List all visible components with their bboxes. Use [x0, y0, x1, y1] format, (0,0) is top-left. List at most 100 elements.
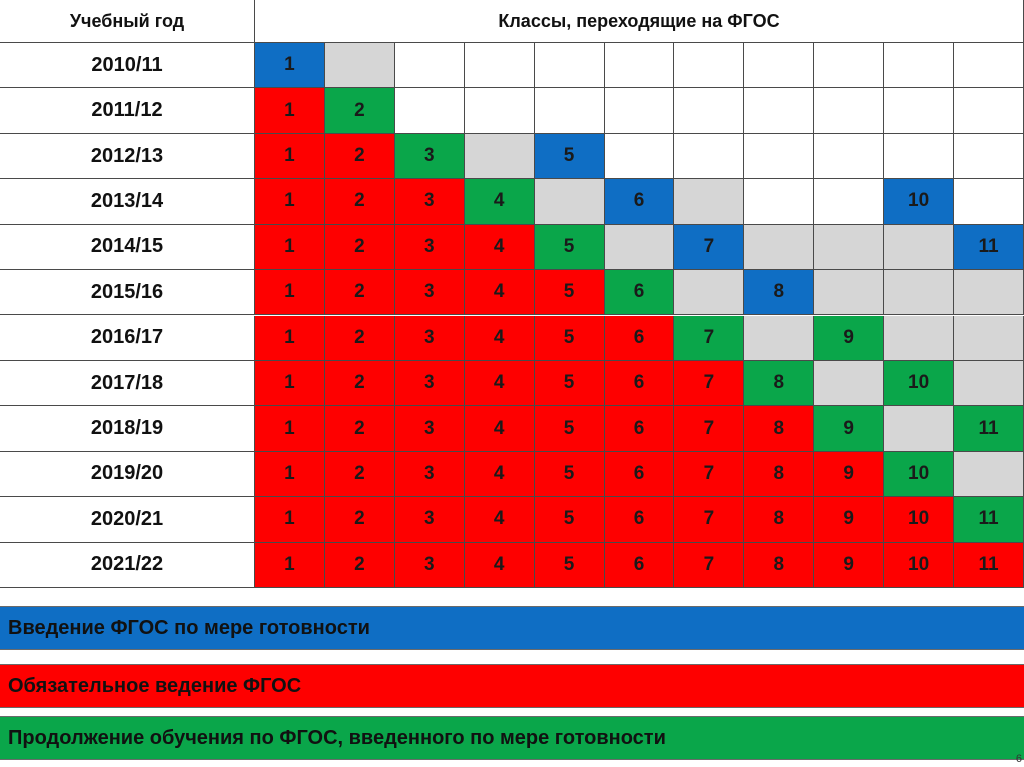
grade-cell: 5	[534, 360, 605, 407]
grade-cell	[814, 43, 885, 89]
grade-cell: 4	[464, 497, 535, 543]
grade-cell	[954, 451, 1024, 498]
grade-cell: 4	[464, 224, 535, 271]
grade-cell	[744, 179, 815, 225]
grade-cell: 3	[394, 224, 465, 271]
grade-cell	[884, 88, 955, 134]
grade-cell: 1	[255, 133, 325, 180]
grade-cell: 6	[604, 315, 675, 361]
grade-cell: 2	[324, 133, 395, 180]
grade-cell: 9	[814, 451, 885, 498]
grade-cell: 2	[324, 270, 395, 316]
legend-green-label: Продолжение обучения по ФГОС, введенного…	[8, 726, 666, 749]
legend-green-bar: Продолжение обучения по ФГОС, введенного…	[0, 716, 1024, 760]
grade-cell: 7	[674, 542, 745, 588]
grade-cell: 3	[394, 406, 465, 452]
grade-cell: 9	[814, 542, 885, 588]
grade-cell	[464, 43, 535, 89]
year-cell: 2012/13	[0, 133, 255, 180]
header-classes-label: Классы, переходящие на ФГОС	[255, 0, 1024, 43]
grade-cell: 1	[255, 451, 325, 498]
grade-cell	[954, 315, 1024, 361]
grade-cell: 2	[324, 451, 395, 498]
grade-cell: 1	[255, 179, 325, 225]
grade-cell: 5	[534, 497, 605, 543]
grade-cell: 3	[394, 270, 465, 316]
grade-cell: 6	[604, 360, 675, 407]
grade-cell: 6	[604, 270, 675, 316]
grade-cell: 2	[324, 179, 395, 225]
grade-cell	[604, 224, 675, 271]
grade-cell: 4	[464, 270, 535, 316]
grade-cell	[674, 43, 745, 89]
grade-cell: 3	[394, 315, 465, 361]
grade-cell: 6	[604, 179, 675, 225]
grade-cell: 3	[394, 133, 465, 180]
grade-cell: 8	[744, 360, 815, 407]
grade-cell	[954, 88, 1024, 134]
legend-blue-bar: Введение ФГОС по мере готовности	[0, 606, 1024, 650]
grade-cell: 5	[534, 270, 605, 316]
year-cell: 2019/20	[0, 451, 255, 498]
grade-cell: 8	[744, 542, 815, 588]
legend-red-label: Обязательное ведение ФГОС	[8, 674, 302, 697]
grade-cell	[464, 88, 535, 134]
grade-cell: 5	[534, 315, 605, 361]
grade-cell	[954, 270, 1024, 316]
grade-cell: 10	[884, 451, 955, 498]
grade-cell	[884, 43, 955, 89]
year-cell: 2010/11	[0, 43, 255, 89]
grade-cell	[814, 133, 885, 180]
grade-cell: 3	[394, 497, 465, 543]
grade-cell	[394, 88, 465, 134]
grade-cell: 3	[394, 179, 465, 225]
grade-cell: 11	[954, 542, 1024, 588]
year-cell: 2013/14	[0, 179, 255, 225]
legend-blue-label: Введение ФГОС по мере готовности	[8, 616, 370, 639]
grade-cell	[604, 43, 675, 89]
grade-cell: 2	[324, 360, 395, 407]
grade-cell	[674, 88, 745, 134]
grade-cell: 1	[255, 224, 325, 271]
grade-cell	[674, 133, 745, 180]
grade-cell: 5	[534, 133, 605, 180]
grade-cell: 5	[534, 542, 605, 588]
grade-cell	[814, 224, 885, 271]
grade-cell: 6	[604, 451, 675, 498]
grade-cell: 4	[464, 360, 535, 407]
header-year-label: Учебный год	[0, 0, 255, 43]
grade-cell: 6	[604, 406, 675, 452]
grade-cell: 8	[744, 406, 815, 452]
grade-cell: 1	[255, 360, 325, 407]
grade-cell: 1	[255, 315, 325, 361]
grade-cell	[954, 360, 1024, 407]
grade-cell	[814, 88, 885, 134]
grade-cell: 2	[324, 542, 395, 588]
grade-cell: 5	[534, 406, 605, 452]
grade-cell: 7	[674, 451, 745, 498]
grade-cell	[744, 315, 815, 361]
grade-cell: 3	[394, 451, 465, 498]
grade-cell	[814, 179, 885, 225]
grade-cell: 1	[255, 497, 325, 543]
grade-cell	[954, 133, 1024, 180]
grade-cell: 4	[464, 406, 535, 452]
grade-cell	[884, 270, 955, 316]
year-cell: 2018/19	[0, 406, 255, 452]
year-cell: 2014/15	[0, 224, 255, 271]
grade-cell	[814, 360, 885, 407]
grade-cell: 11	[954, 224, 1024, 271]
grade-cell	[744, 43, 815, 89]
transition-table: Учебный год Классы, переходящие на ФГОС 20…	[0, 0, 1024, 588]
grade-cell: 8	[744, 270, 815, 316]
grade-cell: 6	[604, 542, 675, 588]
grade-cell: 7	[674, 406, 745, 452]
grade-cell	[604, 88, 675, 134]
grade-cell: 7	[674, 224, 745, 271]
grade-cell	[674, 179, 745, 225]
grade-cell: 4	[464, 542, 535, 588]
grade-cell	[534, 179, 605, 225]
grade-cell: 8	[744, 497, 815, 543]
grade-cell: 10	[884, 179, 955, 225]
grade-cell	[744, 133, 815, 180]
